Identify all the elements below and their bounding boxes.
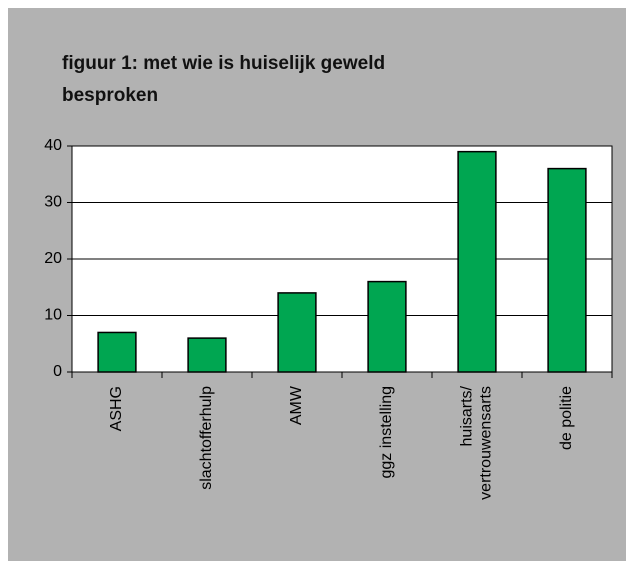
x-tick-label: de politie bbox=[558, 386, 575, 450]
bar bbox=[547, 167, 587, 373]
bar bbox=[97, 331, 137, 373]
x-tick-label: huisarts/vertrouwensarts bbox=[459, 385, 495, 499]
y-tick-label: 10 bbox=[44, 307, 62, 324]
x-tick-label: ASHG bbox=[108, 386, 125, 431]
x-tick-label: AMW bbox=[288, 385, 305, 425]
bar bbox=[367, 280, 407, 373]
bar bbox=[187, 337, 227, 373]
y-tick-label: 40 bbox=[44, 137, 62, 154]
y-tick-label: 0 bbox=[53, 363, 62, 380]
x-tick-label: slachtofferhulp bbox=[198, 386, 215, 490]
y-tick-label: 20 bbox=[44, 250, 62, 267]
bar bbox=[277, 292, 317, 373]
x-tick-label: ggz instelling bbox=[378, 386, 395, 479]
y-tick-label: 30 bbox=[44, 194, 62, 211]
chart-title: figuur 1: met wie is huiselijk geweld be… bbox=[62, 53, 386, 106]
bar bbox=[457, 150, 497, 373]
